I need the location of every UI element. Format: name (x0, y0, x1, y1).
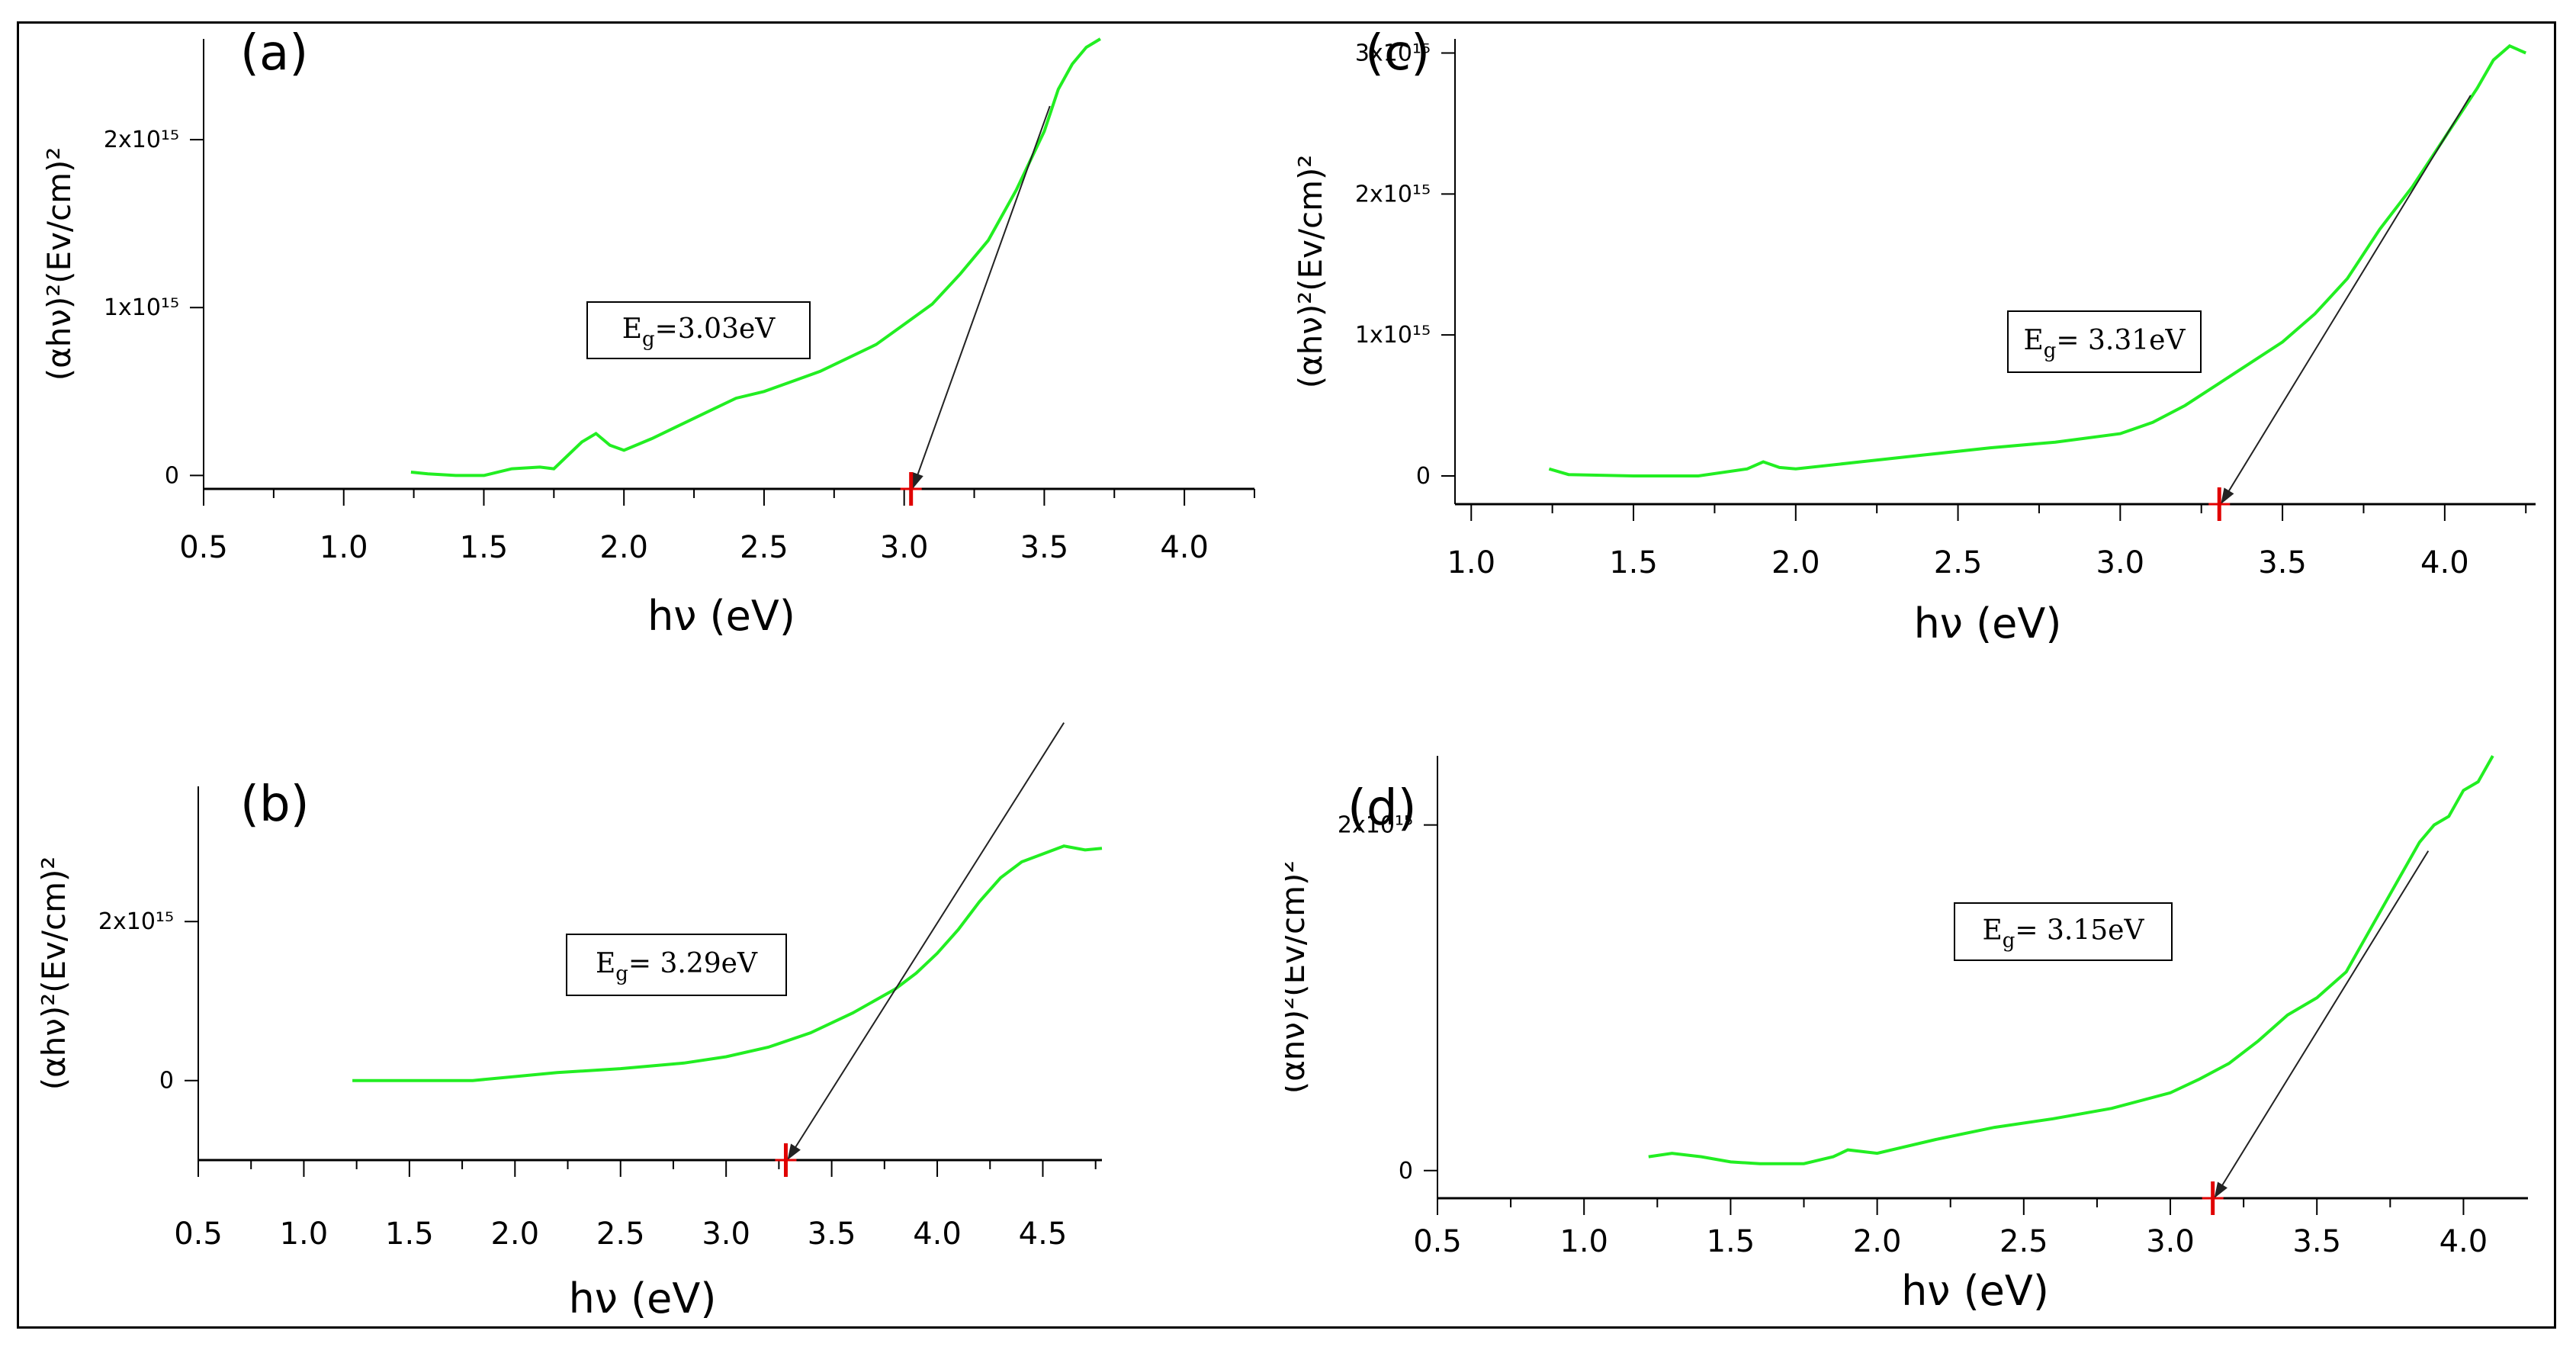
band-gap-label: Eg= 3.29eV (596, 948, 758, 985)
x-tick-label: 2.0 (599, 530, 648, 565)
y-axis-title: (αhν)²(Ev/cm)² (35, 857, 72, 1091)
tangent-line (911, 105, 1051, 490)
band-gap-label-box (566, 934, 787, 996)
chart-panel-b: 0.5 1.0 1.5 2.0 2.5 3.0 3.5 4.0 4.5 0 2x10¹⁵ (αhν)²… (35, 722, 1103, 1323)
x-tick-label: 3.0 (880, 530, 929, 565)
tangent-arrowhead (2214, 1181, 2228, 1198)
chart-panel-a: 0.5 1.0 1.5 2.0 2.5 3.0 3.5 4.0 0 1x10¹⁵ 2x10¹⁵ (αh… (40, 25, 1255, 640)
band-gap-label: Eg=3.03eV (622, 313, 776, 351)
chart-panel-d: 0.5 1.0 1.5 2.0 2.5 3.0 3.5 4.0 0 2x10¹⁵ (αhν)²(Ev… (1285, 755, 2528, 1315)
x-tick-label: 1.5 (385, 1217, 434, 1252)
x-tick-label: 4.0 (913, 1217, 962, 1252)
x-tick-label: 4.0 (2439, 1224, 2488, 1259)
y-tick-label: 0 (165, 462, 179, 489)
chart-panel-c: 1.0 1.5 2.0 2.5 3.0 3.5 4.0 0 1x10¹⁵ 2x10¹⁵ 3x10¹⁵… (1292, 25, 2536, 648)
y-tick-label: 2x10¹⁵ (1355, 181, 1431, 207)
x-tick-label: 0.5 (1413, 1224, 1462, 1259)
y-axis-title: (αhν)²(Ev/cm)² (1285, 860, 1312, 1094)
x-tick-label: 1.0 (1447, 545, 1495, 580)
x-tick-label: 3.0 (702, 1217, 750, 1252)
x-axis-title: hν (eV) (569, 1274, 717, 1323)
band-gap-label-box (586, 301, 811, 359)
x-tick-label: 2.5 (1999, 1224, 2048, 1259)
y-tick-label: 2x10¹⁵ (1338, 812, 1413, 839)
panel-letter: (a) (240, 25, 308, 82)
x-tick-label: 3.5 (2292, 1224, 2341, 1259)
x-tick-label: 1.0 (280, 1217, 329, 1252)
data-curve (352, 844, 1103, 1082)
x-tick-label: 4.5 (1019, 1217, 1068, 1252)
x-tick-label: 1.5 (1609, 545, 1658, 580)
x-tick-label: 2.5 (1934, 545, 1983, 580)
x-tick-label: 3.0 (2096, 545, 2145, 580)
tangent-arrowhead (2221, 487, 2234, 504)
panel-letter: (d) (1347, 780, 1417, 837)
x-tick-label: 2.0 (1853, 1224, 1902, 1259)
tangent-line (786, 722, 1065, 1161)
tangent-arrowhead (912, 472, 923, 489)
x-tick-label: 1.0 (1559, 1224, 1608, 1259)
x-tick-label: 0.5 (179, 530, 228, 565)
x-tick-label: 3.5 (2258, 545, 2307, 580)
band-gap-label-box (2007, 310, 2202, 373)
y-tick-label: 2x10¹⁵ (104, 127, 179, 153)
tangent-line (2213, 850, 2430, 1199)
y-tick-label: 1x10¹⁵ (1355, 322, 1431, 349)
figure-frame: 0.5 1.0 1.5 2.0 2.5 3.0 3.5 4.0 0 1x10¹⁵ 2x10¹⁵ (αh… (17, 21, 2556, 1329)
x-tick-label: 0.5 (174, 1217, 223, 1252)
x-tick-label: 4.0 (2420, 545, 2469, 580)
x-tick-label: 2.0 (490, 1217, 539, 1252)
y-tick-label: 0 (159, 1068, 174, 1094)
x-tick-label: 1.0 (320, 530, 368, 565)
data-curve (1648, 755, 2494, 1165)
x-tick-label: 2.0 (1771, 545, 1820, 580)
y-tick-label: 2x10¹⁵ (98, 908, 174, 935)
y-axis-title: (αhν)²(Ev/cm)² (1292, 155, 1329, 389)
x-tick-label: 3.5 (808, 1217, 856, 1252)
x-axis-title: hν (eV) (1901, 1267, 2049, 1315)
data-curve (1548, 43, 2527, 477)
band-gap-label: Eg= 3.15eV (1982, 915, 2144, 953)
y-tick-label: 0 (1416, 463, 1431, 490)
x-tick-label: 1.5 (460, 530, 509, 565)
data-curve (410, 37, 1101, 477)
tangent-line (2220, 95, 2472, 505)
x-tick-label: 2.5 (596, 1217, 645, 1252)
y-axis-title: (αhν)²(Ev/cm)² (40, 147, 78, 381)
x-tick-label: 4.0 (1160, 530, 1209, 565)
y-tick-label: 1x10¹⁵ (104, 294, 179, 321)
x-tick-label: 2.5 (740, 530, 789, 565)
panel-letter: (c) (1365, 25, 1430, 82)
band-gap-label: Eg= 3.31eV (2023, 325, 2186, 362)
y-tick-label: 3x10¹⁵ (1355, 40, 1431, 66)
tangent-arrowhead (787, 1143, 801, 1160)
x-tick-label: 3.5 (1020, 530, 1069, 565)
x-axis-title: hν (eV) (1914, 599, 2062, 648)
panel-letter: (b) (240, 776, 310, 833)
band-gap-label-box (1954, 902, 2173, 961)
y-tick-label: 0 (1399, 1158, 1413, 1184)
x-tick-label: 1.5 (1707, 1224, 1755, 1259)
x-axis-title: hν (eV) (647, 592, 795, 640)
x-tick-label: 3.0 (2146, 1224, 2195, 1259)
